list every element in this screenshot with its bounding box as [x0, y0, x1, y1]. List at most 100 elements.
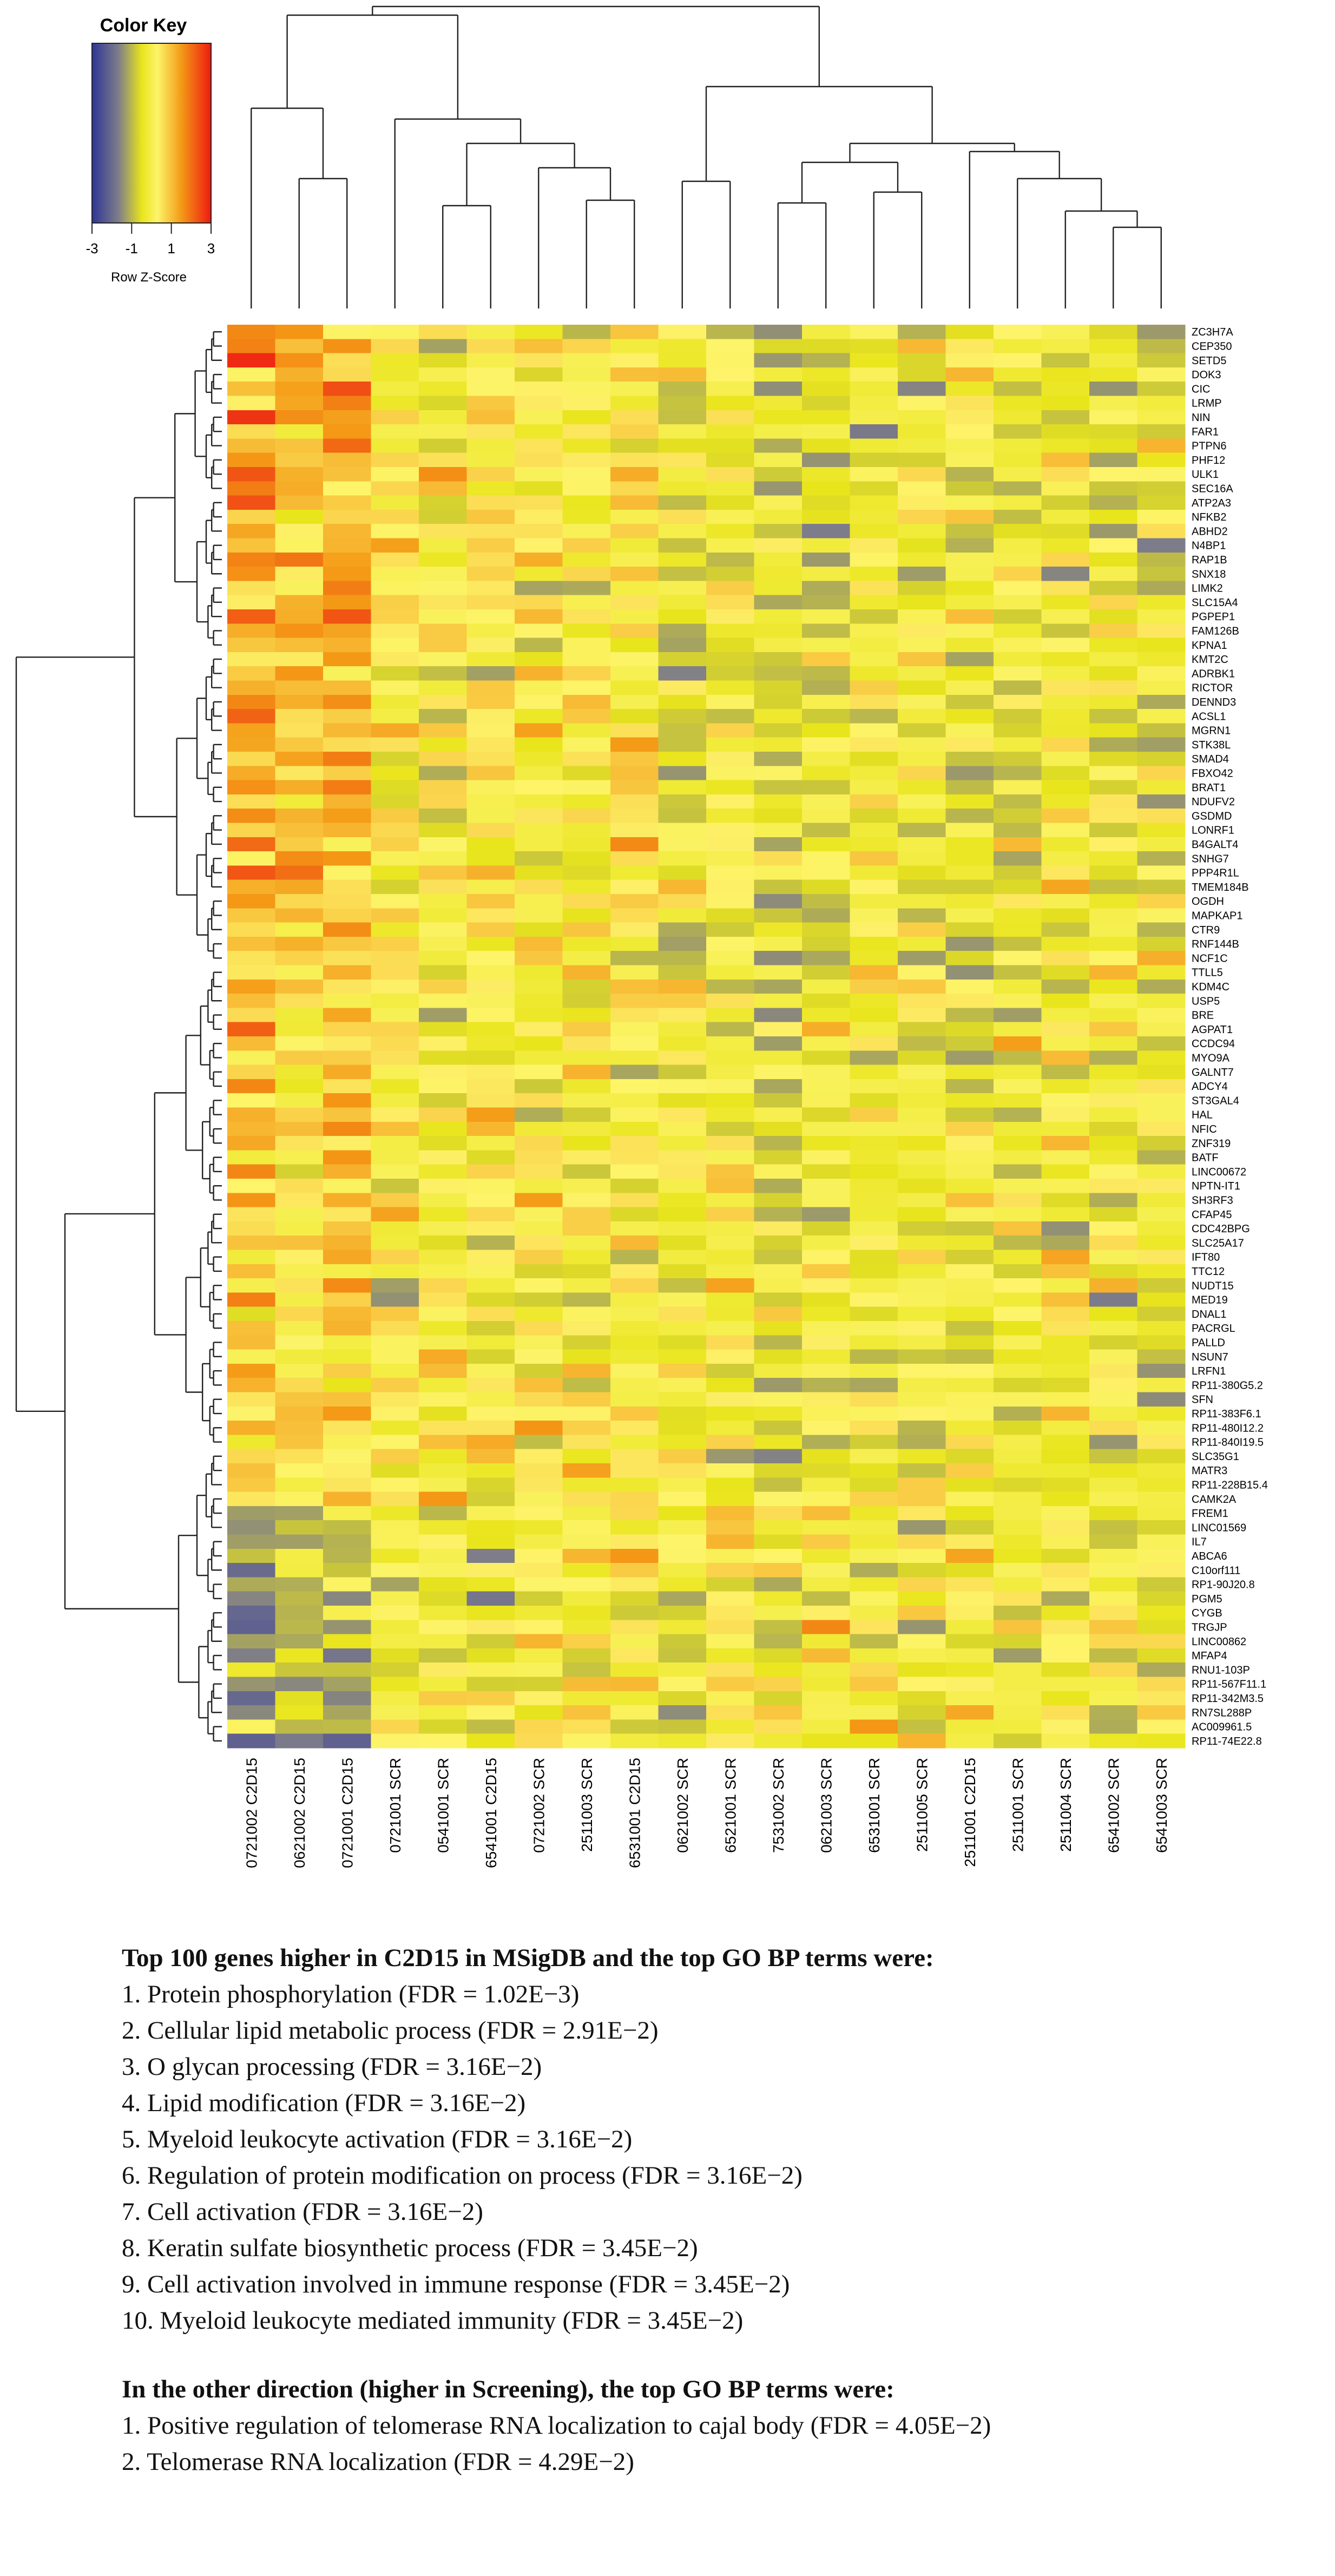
- heatmap-cell: [1137, 1606, 1186, 1620]
- heatmap-cell: [275, 666, 324, 681]
- heatmap-cell: [1137, 1392, 1186, 1407]
- heatmap-cell: [850, 1363, 898, 1378]
- heatmap-cell: [945, 1349, 994, 1364]
- heatmap-cell: [610, 438, 659, 454]
- heatmap-cell: [227, 1363, 276, 1378]
- heatmap-cell: [419, 467, 468, 482]
- heatmap-cell: [754, 538, 803, 553]
- row-label: BRE: [1192, 1010, 1214, 1022]
- heatmap-cell: [898, 1691, 946, 1706]
- heatmap-cell: [1041, 1079, 1090, 1094]
- heatmap-cell: [227, 396, 276, 411]
- row-label: STK38L: [1192, 739, 1231, 751]
- heatmap-cell: [419, 894, 468, 909]
- heatmap-cell: [275, 780, 324, 795]
- heatmap-cell: [658, 495, 707, 510]
- heatmap-cell: [754, 865, 803, 880]
- heatmap-cell: [419, 1093, 468, 1108]
- heatmap-cell: [323, 1719, 372, 1734]
- heatmap-cell: [323, 509, 372, 524]
- heatmap-cell: [706, 1392, 755, 1407]
- heatmap-cell: [610, 723, 659, 738]
- heatmap-cell: [1089, 552, 1138, 567]
- heatmap-cell: [227, 1606, 276, 1620]
- heatmap-cell: [275, 1264, 324, 1279]
- heatmap-cell: [898, 1136, 946, 1151]
- heatmap-cell: [515, 965, 563, 980]
- heatmap-cell: [610, 1321, 659, 1336]
- heatmap-cell: [945, 652, 994, 667]
- heatmap-cell: [227, 567, 276, 581]
- heatmap-cell: [562, 1150, 611, 1165]
- heatmap-cell: [994, 709, 1042, 724]
- heatmap-cell: [802, 752, 851, 766]
- heatmap-cell: [1041, 1008, 1090, 1023]
- heatmap-cell: [562, 595, 611, 610]
- heatmap-cell: [850, 1236, 898, 1251]
- row-label: ZNF319: [1192, 1138, 1231, 1149]
- heatmap-cell: [802, 794, 851, 809]
- heatmap-cell: [466, 936, 515, 951]
- heatmap-cell: [850, 1733, 898, 1749]
- heatmap-cell: [1089, 1064, 1138, 1080]
- row-label: PALLD: [1192, 1337, 1225, 1349]
- heatmap-cell: [898, 1221, 946, 1236]
- heatmap-cell: [466, 979, 515, 994]
- heatmap-cell: [562, 780, 611, 795]
- heatmap-cell: [515, 495, 563, 510]
- heatmap-cell: [802, 837, 851, 852]
- heatmap-cell: [754, 1421, 803, 1435]
- heatmap-cell: [610, 424, 659, 439]
- heatmap-cell: [802, 438, 851, 454]
- heatmap-cell: [1137, 1506, 1186, 1521]
- row-label: LRMP: [1192, 398, 1222, 410]
- heatmap-cell: [371, 1421, 419, 1435]
- heatmap-cell: [562, 1463, 611, 1478]
- heatmap-cell: [610, 1250, 659, 1265]
- heatmap-cell: [419, 1534, 468, 1549]
- heatmap-cell: [515, 424, 563, 439]
- heatmap-cell: [850, 1491, 898, 1507]
- heatmap-cell: [945, 567, 994, 581]
- heatmap-cell: [658, 410, 707, 425]
- heatmap-cell: [275, 1278, 324, 1293]
- heatmap-cell: [1137, 794, 1186, 809]
- heatmap-cell: [466, 680, 515, 695]
- heatmap-cell: [658, 809, 707, 824]
- heatmap-cell: [658, 994, 707, 1008]
- heatmap-cell: [466, 567, 515, 581]
- heatmap-cell: [419, 1691, 468, 1706]
- heatmap-cell: [323, 1577, 372, 1592]
- heatmap-cell: [945, 1606, 994, 1620]
- heatmap-cell: [466, 1392, 515, 1407]
- heatmap-cell: [562, 438, 611, 454]
- heatmap-cell: [562, 1620, 611, 1635]
- heatmap-cell: [1041, 1022, 1090, 1037]
- heatmap-cell: [275, 1719, 324, 1734]
- heatmap-cell: [562, 623, 611, 639]
- heatmap-cell: [945, 595, 994, 610]
- heatmap-cell: [706, 1606, 755, 1620]
- heatmap-cell: [227, 1577, 276, 1592]
- heatmap-cell: [850, 1292, 898, 1307]
- heatmap-cell: [850, 1705, 898, 1720]
- heatmap-cell: [1137, 325, 1186, 339]
- heatmap-cell: [994, 1606, 1042, 1620]
- heatmap-cell: [850, 1050, 898, 1066]
- heatmap-cell: [419, 538, 468, 553]
- heatmap-cell: [515, 595, 563, 610]
- heatmap-cell: [1137, 481, 1186, 496]
- heatmap-cell: [275, 495, 324, 510]
- heatmap-cell: [754, 595, 803, 610]
- heatmap-cell: [898, 1278, 946, 1293]
- heatmap-cell: [562, 951, 611, 966]
- heatmap-cell: [1137, 979, 1186, 994]
- heatmap-cell: [275, 1392, 324, 1407]
- heatmap-cell: [754, 1406, 803, 1421]
- heatmap-cell: [945, 1221, 994, 1236]
- heatmap-cell: [419, 581, 468, 596]
- heatmap-cell: [227, 1435, 276, 1450]
- heatmap-cell: [898, 965, 946, 980]
- heatmap-cell: [898, 1520, 946, 1535]
- heatmap-cell: [515, 1449, 563, 1464]
